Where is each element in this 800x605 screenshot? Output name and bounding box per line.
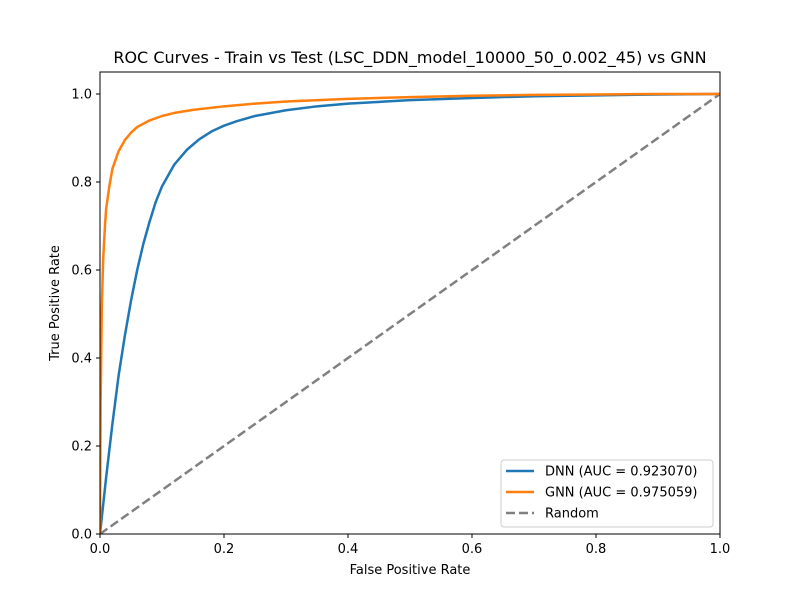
series-line-gnn	[100, 92, 720, 534]
y-tick-label: 0.8	[71, 176, 92, 191]
y-tick-label: 0.4	[71, 352, 92, 367]
series-line-dnn	[100, 92, 720, 534]
legend-label: DNN (AUC = 0.923070)	[545, 465, 697, 480]
y-tick-label: 0.2	[71, 440, 92, 455]
y-tick-label: 1.0	[71, 88, 92, 103]
y-axis-ticks: 0.0 0.2 0.4 0.6 0.8 1.0	[71, 88, 100, 543]
series-line-random	[100, 92, 720, 534]
x-tick-label: 0.8	[586, 542, 607, 557]
series-layer	[100, 92, 720, 534]
x-tick-label: 0.6	[462, 542, 483, 557]
x-tick-label: 0.0	[90, 542, 111, 557]
x-tick-label: 0.2	[214, 542, 235, 557]
x-axis-ticks: 0.0 0.2 0.4 0.6 0.8 1.0	[90, 534, 731, 557]
x-tick-label: 0.4	[338, 542, 359, 557]
x-axis-label: False Positive Rate	[350, 563, 471, 578]
plot-area	[100, 72, 720, 534]
legend-label: Random	[545, 507, 599, 522]
y-axis-label: True Positive Rate	[48, 245, 63, 362]
legend-box	[500, 459, 714, 528]
legend: DNN (AUC = 0.923070) GNN (AUC = 0.975059)…	[500, 459, 714, 528]
chart-title: ROC Curves - Train vs Test (LSC_DDN_mode…	[113, 48, 706, 68]
y-tick-label: 0.6	[71, 264, 92, 279]
x-tick-label: 1.0	[710, 542, 731, 557]
y-tick-label: 0.0	[71, 528, 92, 543]
legend-label: GNN (AUC = 0.975059)	[545, 486, 697, 501]
plot-frame	[99, 71, 721, 535]
